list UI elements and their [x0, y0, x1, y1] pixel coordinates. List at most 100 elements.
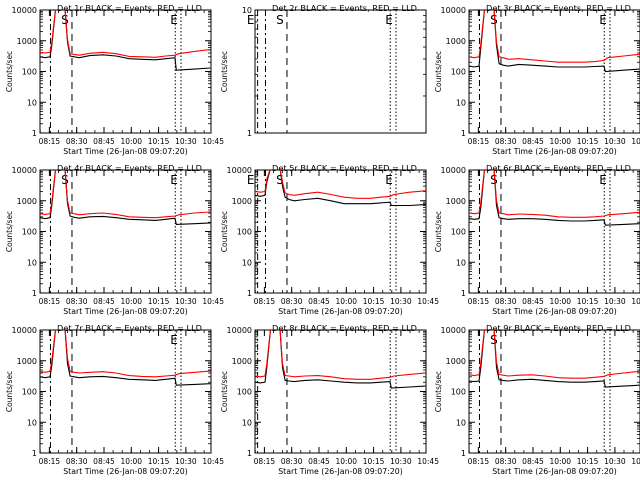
y-tick-label: 10 [27, 258, 37, 267]
panel-det-6: Det 6r BLACK = Events, RED = LLD 1 10 100 10… [434, 163, 640, 316]
x-tick-label: 10:45 [202, 137, 224, 146]
plot-frame [39, 329, 212, 454]
y-tick-label: 100 [22, 228, 37, 237]
panel-title: Det 2r BLACK = Events, RED = LLD [272, 3, 417, 13]
x-tick-label: 08:30 [281, 297, 303, 306]
panel-det-7: Det 7r BLACK = Events, RED = LLD 1 10 100 10… [5, 323, 224, 476]
x-tick-label: 10:15 [363, 457, 385, 466]
x-tick-label: 08:45 [93, 457, 115, 466]
series-group [469, 170, 640, 226]
y-axis-label: Counts/sec [434, 211, 443, 252]
y-tick-label: 10 [456, 98, 466, 107]
x-tick-label: 10:15 [148, 137, 170, 146]
x-tick-label: 08:45 [93, 297, 115, 306]
x-tick-label: 08:15 [39, 297, 61, 306]
series-line-lld [255, 170, 426, 199]
y-tick-label: 1 [32, 129, 37, 138]
x-tick-label: 08:45 [93, 137, 115, 146]
series-line-lld [40, 170, 211, 219]
x-axis-label: Start Time (26-Jan-08 09:07:20) [63, 467, 188, 476]
x-tick-label: 10:15 [148, 297, 170, 306]
series-line-lld [469, 10, 640, 63]
x-axis-label: Start Time (26-Jan-08 09:07:20) [492, 467, 617, 476]
y-tick-label: 1 [32, 449, 37, 458]
series-group [255, 330, 426, 389]
event-marker-label: S [61, 13, 69, 27]
series-group [40, 330, 211, 386]
y-tick-label: 1000 [17, 37, 37, 46]
y-tick-label: 1 [247, 289, 252, 298]
x-tick-label: 08:15 [254, 297, 276, 306]
event-marker-label: S [276, 13, 284, 27]
x-axis-label: Start Time (26-Jan-08 09:07:20) [63, 307, 188, 316]
event-marker-label: S [490, 13, 498, 27]
x-tick-label: 10:30 [175, 137, 197, 146]
event-marker-label: E [170, 13, 178, 27]
x-axis-label: Start Time (26-Jan-08 09:07:20) [278, 307, 403, 316]
panel-det-4: Det 4r BLACK = Events, RED = LLD 1 10 100 10… [5, 163, 224, 316]
series-group [255, 170, 426, 207]
x-tick-label: 08:30 [66, 297, 88, 306]
event-marker-label: E [170, 173, 178, 187]
y-tick-label: 10 [27, 98, 37, 107]
event-marker-label: S [490, 173, 498, 187]
x-tick-label: 10:30 [604, 457, 626, 466]
y-tick-label: 10000 [12, 166, 37, 175]
plot-frame [468, 329, 640, 454]
panel-title: Det 8r BLACK = Events, RED = LLD [272, 323, 417, 333]
x-tick-label: 10:00 [549, 297, 571, 306]
x-tick-label: 10:30 [175, 297, 197, 306]
panel-title: Det 7r BLACK = Events, RED = LLD [57, 323, 202, 333]
y-tick-label: 100 [451, 68, 466, 77]
y-tick-label: 1 [32, 289, 37, 298]
panel-title: Det 5r BLACK = Events, RED = LLD [272, 163, 417, 173]
panel-det-9: Det 9r BLACK = Events, RED = LLD 1 10 100 10… [434, 323, 640, 476]
plot-frame [468, 169, 640, 294]
x-tick-label: 08:30 [495, 297, 517, 306]
plot-frame [254, 169, 427, 294]
y-tick-label: 1000 [446, 37, 466, 46]
x-axis-label: Start Time (26-Jan-08 09:07:20) [492, 147, 617, 156]
y-tick-label: 1 [247, 449, 252, 458]
x-tick-label: 10:30 [175, 457, 197, 466]
y-tick-label: 10000 [12, 6, 37, 15]
y-tick-label: 10 [242, 6, 252, 15]
series-group [469, 10, 640, 73]
x-tick-label: 08:15 [254, 457, 276, 466]
x-tick-label: 10:00 [549, 137, 571, 146]
x-tick-label: 10:00 [120, 137, 142, 146]
x-axis-label: Start Time (26-Jan-08 09:07:20) [278, 467, 403, 476]
event-marker-label: E [385, 173, 393, 187]
y-tick-label: 1000 [446, 197, 466, 206]
plot-frame [468, 9, 640, 134]
y-tick-label: 10000 [441, 326, 466, 335]
x-axis-label: Start Time (26-Jan-08 09:07:20) [492, 307, 617, 316]
y-tick-label: 10000 [12, 326, 37, 335]
x-tick-label: 10:45 [417, 457, 439, 466]
x-tick-label: 08:15 [468, 297, 490, 306]
panel-det-2: Det 2r BLACK = Events, RED = LLD 1 10 Count… [220, 3, 427, 138]
x-tick-label: 10:30 [604, 297, 626, 306]
y-tick-label: 100 [22, 68, 37, 77]
x-tick-label: 08:15 [468, 137, 490, 146]
x-tick-label: 10:15 [577, 457, 599, 466]
x-tick-label: 10:15 [363, 297, 385, 306]
x-tick-label: 10:45 [202, 457, 224, 466]
plot-frame [254, 329, 427, 454]
panel-det-5: Det 5r BLACK = Events, RED = LLD 1 10 100 10… [220, 163, 439, 316]
y-tick-label: 1 [461, 449, 466, 458]
x-tick-label: 10:00 [549, 457, 571, 466]
y-tick-label: 1000 [446, 357, 466, 366]
x-tick-label: 10:45 [631, 457, 640, 466]
y-axis-label: Counts/sec [220, 51, 229, 92]
y-axis-label: Counts/sec [5, 371, 14, 412]
event-marker-label: S [61, 173, 69, 187]
x-tick-label: 10:45 [631, 137, 640, 146]
y-tick-label: 1000 [17, 197, 37, 206]
event-marker-label: E [247, 173, 255, 187]
y-tick-label: 100 [451, 228, 466, 237]
x-tick-label: 08:45 [522, 457, 544, 466]
x-tick-label: 10:15 [577, 137, 599, 146]
event-marker-label: E [170, 333, 178, 347]
